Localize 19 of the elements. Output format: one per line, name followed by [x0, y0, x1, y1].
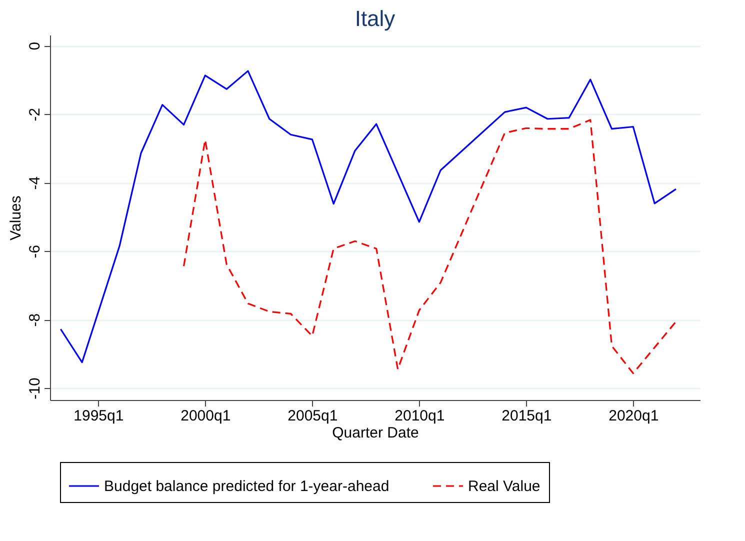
x-tick-label: 1995q1	[74, 408, 124, 424]
x-tick-label: 2015q1	[502, 408, 552, 424]
y-axis-title: Values	[8, 196, 24, 240]
legend-label: Real Value	[468, 478, 540, 495]
line-series	[182, 119, 677, 374]
x-tick-label: 2005q1	[288, 408, 338, 424]
y-tick-label: -10	[26, 378, 44, 400]
x-axis-title: Quarter Date	[332, 424, 419, 442]
line-series	[60, 70, 677, 364]
y-tick-label: 0	[26, 42, 44, 50]
x-tick-label: 2010q1	[394, 408, 445, 424]
chart-title: Italy	[354, 6, 396, 31]
y-tick-label: -2	[26, 108, 44, 122]
y-tick-label: -4	[26, 176, 44, 190]
legend-label: Budget balance predicted for 1-year-ahead	[104, 478, 390, 495]
y-tick-label: -8	[26, 313, 44, 327]
y-tick-label: -6	[26, 244, 44, 258]
x-tick-label: 2000q1	[180, 408, 231, 424]
x-tick-label: 2020q1	[608, 408, 659, 424]
